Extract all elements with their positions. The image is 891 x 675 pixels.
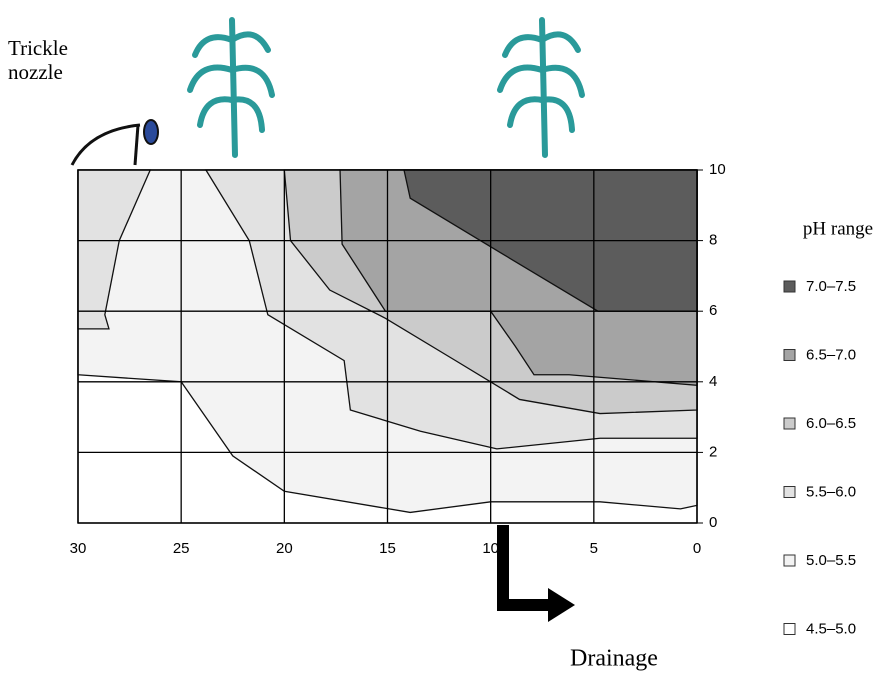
legend-swatch <box>783 417 796 430</box>
x-tick-label: 10 <box>482 540 499 557</box>
x-tick-label: 30 <box>70 540 87 557</box>
nozzle-head <box>143 119 159 145</box>
legend-title: pH range <box>803 218 873 239</box>
drain-arrow <box>497 525 550 611</box>
nozzle-stem <box>133 124 140 166</box>
legend-label: 6.0–6.5 <box>806 415 856 432</box>
legend-label: 4.5–5.0 <box>806 620 856 637</box>
legend-swatch <box>783 280 796 293</box>
plant-right <box>497 17 585 158</box>
y-tick-label: 8 <box>709 232 717 249</box>
legend-label: 6.5–7.0 <box>806 346 856 363</box>
legend-label: 5.0–5.5 <box>806 552 856 569</box>
x-tick-label: 0 <box>693 540 701 557</box>
x-tick-label: 25 <box>173 540 190 557</box>
y-tick-label: 10 <box>709 161 726 178</box>
decor <box>70 17 585 622</box>
legend-label: 7.0–7.5 <box>806 278 856 295</box>
plot-frame <box>77 169 698 524</box>
y-tick-label: 0 <box>709 514 717 531</box>
x-tick-label: 20 <box>276 540 293 557</box>
drain-arrowhead <box>548 588 575 622</box>
x-tick-label: 5 <box>590 540 598 557</box>
legend-swatch <box>783 554 796 567</box>
y-tick-label: 2 <box>709 443 717 460</box>
drainage-label: Drainage <box>570 646 658 672</box>
nozzle-label: Trickle nozzle <box>8 36 68 84</box>
legend-swatch <box>783 486 796 498</box>
y-tick-label: 6 <box>709 302 717 319</box>
y-tick-label: 4 <box>709 373 717 390</box>
plant-left <box>187 17 275 158</box>
x-tick-label: 15 <box>379 540 396 557</box>
legend-swatch <box>783 349 796 361</box>
legend-swatch <box>783 623 796 635</box>
nozzle-tube <box>70 123 141 166</box>
legend-label: 5.5–6.0 <box>806 483 856 500</box>
